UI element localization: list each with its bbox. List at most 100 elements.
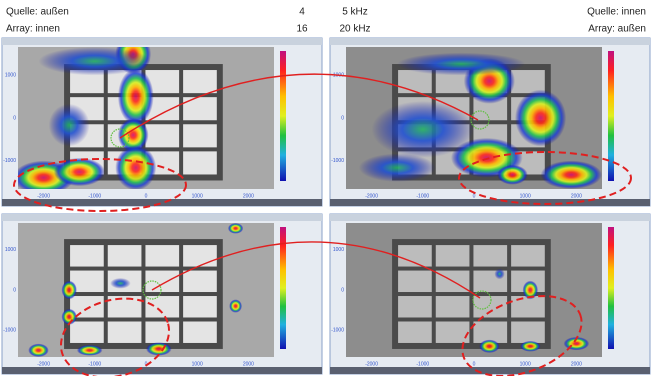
pane xyxy=(398,321,432,342)
pane xyxy=(145,321,179,342)
pane xyxy=(145,124,179,147)
color-bar xyxy=(280,227,286,349)
ratio: 16 xyxy=(296,24,308,35)
x-tick-label: 0 xyxy=(473,361,476,367)
ratio: 4 xyxy=(299,7,305,18)
heat-blob xyxy=(62,281,77,300)
y-tick-label: 1000 xyxy=(333,247,344,253)
pane xyxy=(436,296,470,317)
pane xyxy=(398,296,432,317)
frequency: 5 kHz xyxy=(342,7,368,18)
pane xyxy=(511,245,545,266)
pane xyxy=(473,296,507,317)
x-tick-label: -2000 xyxy=(365,361,378,367)
pane xyxy=(183,321,217,342)
pane xyxy=(183,296,217,317)
heat-blob xyxy=(520,341,540,352)
x-tick-label: 1000 xyxy=(192,193,203,199)
pane xyxy=(145,245,179,266)
status-bar xyxy=(330,367,650,374)
pane xyxy=(398,271,432,292)
status-bar xyxy=(2,367,322,374)
pane xyxy=(511,321,545,342)
heat-blob xyxy=(497,165,528,185)
x-tick-label: 2000 xyxy=(571,193,582,199)
x-tick-label: -1000 xyxy=(416,361,429,367)
y-tick-label: 0 xyxy=(13,287,16,293)
heat-blob xyxy=(146,342,172,355)
x-tick-label: -1000 xyxy=(416,193,429,199)
heat-blob xyxy=(541,161,602,189)
pane xyxy=(70,245,104,266)
pane xyxy=(183,271,217,292)
title-bar xyxy=(2,214,322,221)
status-bar xyxy=(330,199,650,206)
x-tick-label: 1000 xyxy=(520,361,531,367)
pane xyxy=(108,321,142,342)
y-tick-label: 0 xyxy=(13,115,16,121)
x-tick-label: -2000 xyxy=(37,193,50,199)
x-tick-label: -2000 xyxy=(37,361,50,367)
heat-blob xyxy=(77,345,103,356)
heat-blob xyxy=(479,340,499,353)
page: Quelle: außen Array: innen 4 5 kHz 16 20… xyxy=(0,0,653,376)
heat-blob xyxy=(397,53,525,76)
panel: -2000 -1000 0 1000 2000 1000 0 -1000 xyxy=(330,214,650,374)
x-tick-label: 2000 xyxy=(243,361,254,367)
heat-blob xyxy=(359,154,436,182)
color-bar xyxy=(608,227,614,349)
y-tick-label: -1000 xyxy=(3,328,16,334)
pane xyxy=(436,321,470,342)
pane xyxy=(183,245,217,266)
heat-blob xyxy=(515,90,566,147)
pane xyxy=(183,151,217,174)
heat-blob xyxy=(494,269,504,280)
x-tick-label: -2000 xyxy=(365,193,378,199)
heat-blob xyxy=(38,47,151,75)
y-tick-label: 1000 xyxy=(5,247,16,253)
panel: -2000 -1000 0 1000 2000 1000 0 -1000 xyxy=(2,34,322,206)
heat-blob xyxy=(28,344,48,357)
pane xyxy=(70,321,104,342)
left-source: Quelle: außen xyxy=(6,7,69,18)
y-tick-label: 0 xyxy=(341,115,344,121)
color-bar xyxy=(280,51,286,181)
x-tick-label: 0 xyxy=(473,193,476,199)
title-bar xyxy=(330,38,650,45)
pane xyxy=(183,70,217,93)
left-array: Array: innen xyxy=(6,24,60,35)
heat-blob xyxy=(49,104,90,147)
image xyxy=(18,223,274,357)
x-tick-label: 2000 xyxy=(243,193,254,199)
y-tick-label: -1000 xyxy=(3,158,16,164)
y-tick-label: -1000 xyxy=(331,328,344,334)
heat-blob xyxy=(229,299,242,312)
pane xyxy=(436,245,470,266)
x-tick-label: -1000 xyxy=(88,361,101,367)
y-tick-label: 0 xyxy=(341,287,344,293)
pane xyxy=(473,245,507,266)
x-tick-label: 2000 xyxy=(571,361,582,367)
x-tick-label: 0 xyxy=(145,193,148,199)
right-source: Quelle: innen xyxy=(587,7,646,18)
image xyxy=(346,223,602,357)
x-tick-label: 1000 xyxy=(520,193,531,199)
heat-blob xyxy=(118,68,154,125)
status-bar xyxy=(2,199,322,206)
right-array: Array: außen xyxy=(588,24,646,35)
pane xyxy=(108,245,142,266)
title-bar xyxy=(330,214,650,221)
x-tick-label: 1000 xyxy=(192,361,203,367)
x-tick-label: -1000 xyxy=(88,193,101,199)
y-tick-label: 1000 xyxy=(5,73,16,79)
heat-blob xyxy=(110,278,130,289)
pane xyxy=(183,124,217,147)
image xyxy=(13,34,274,194)
heat-blob xyxy=(228,223,243,234)
frequency: 20 kHz xyxy=(339,24,370,35)
pane xyxy=(108,296,142,317)
title-bar xyxy=(2,38,322,45)
heat-blob xyxy=(115,145,156,190)
y-tick-label: -1000 xyxy=(331,158,344,164)
